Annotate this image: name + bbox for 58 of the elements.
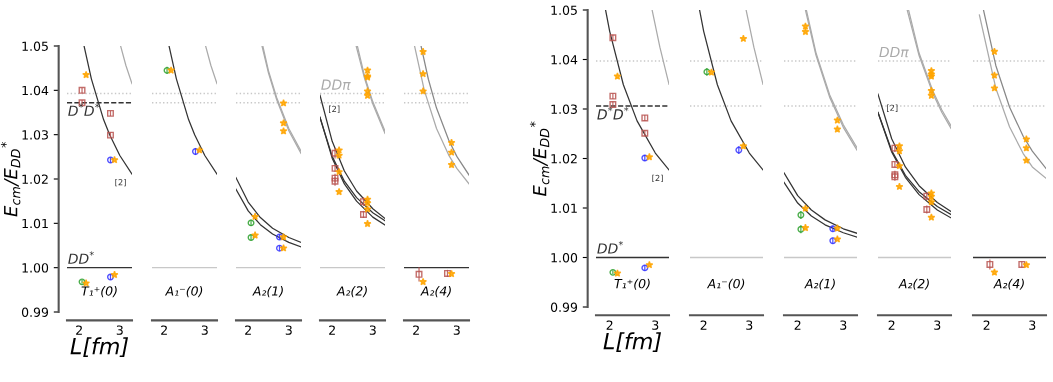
- x-axis-title: L[fm]: [70, 337, 129, 358]
- x-tick-label: 3: [285, 325, 292, 335]
- x-tick-label: 3: [369, 325, 376, 335]
- ref-line-label: DDπ: [321, 79, 351, 90]
- x-tick-label: 3: [453, 325, 460, 335]
- y-tick-label: 1.02: [551, 153, 577, 164]
- y-axis-title: E$_{cm}$/E$_{DD}$$^{*}$: [529, 121, 550, 197]
- x-tick-label: 3: [652, 320, 659, 330]
- annotation: [2]: [115, 178, 126, 187]
- text: A₂(2): [898, 278, 929, 290]
- x-tick-label: 3: [201, 325, 208, 335]
- x-tick-label: 2: [700, 320, 707, 330]
- annotation: [2]: [652, 174, 663, 183]
- x-tick-label: 2: [413, 325, 419, 335]
- ref-line-label: DDπ: [879, 46, 909, 58]
- text: A₂(4): [420, 286, 451, 298]
- text: A₂(1): [804, 278, 835, 290]
- y-tick-label: 1.01: [22, 218, 48, 229]
- y-tick-label: 1.04: [551, 54, 578, 65]
- ref-line-label: D$^{*}$D$^{*}$: [597, 106, 629, 120]
- y-tick-label: 1.02: [22, 174, 48, 184]
- x-tick-label: 2: [606, 320, 613, 330]
- text: A₁⁻(0): [706, 278, 745, 290]
- x-tick-label: 2: [983, 320, 990, 330]
- text: A₂(2): [336, 286, 367, 298]
- y-tick-label: 1.03: [22, 130, 48, 140]
- x-axis-title: L[fm]: [603, 332, 662, 353]
- y-tick-label: 1.04: [22, 85, 49, 96]
- ref-line-label: D$^{*}$D$^{*}$: [68, 103, 100, 116]
- x-tick-label: 3: [116, 325, 123, 335]
- x-tick-label: 2: [329, 325, 335, 335]
- x-tick-label: 3: [1029, 320, 1036, 330]
- annotation: [2]: [887, 104, 898, 112]
- text: A₂(1): [252, 286, 283, 298]
- ref-line-label: DD$^{*}$: [68, 251, 94, 264]
- y-tick-label: 1.05: [22, 41, 48, 51]
- x-tick-label: 3: [934, 320, 941, 330]
- x-tick-label: 3: [840, 320, 847, 330]
- text: T₁⁺(0): [81, 286, 117, 298]
- text: A₁⁻(0): [164, 286, 203, 298]
- y-axis-title: E$_{cm}$/E$_{DD}$$^{*}$: [0, 141, 21, 217]
- x-tick-label: 2: [888, 320, 895, 330]
- y-tick-label: 0.99: [21, 307, 49, 317]
- x-tick-label: 2: [245, 325, 251, 335]
- x-tick-label: 2: [794, 320, 801, 330]
- text: A₂(4): [993, 278, 1024, 290]
- y-tick-label: 0.99: [550, 302, 578, 312]
- x-tick-label: 3: [746, 320, 753, 330]
- text: T₁⁺(0): [614, 278, 650, 290]
- x-tick-label: 2: [76, 325, 82, 335]
- y-tick-label: 1.03: [551, 104, 577, 114]
- y-tick-label: 1.05: [551, 5, 577, 15]
- y-tick-label: 1.00: [551, 252, 578, 263]
- ref-line-label: DD$^{*}$: [597, 240, 624, 254]
- y-tick-label: 1.00: [22, 263, 49, 273]
- annotation: [2]: [329, 105, 340, 113]
- y-tick-label: 1.01: [551, 203, 577, 213]
- x-tick-label: 2: [161, 325, 167, 335]
